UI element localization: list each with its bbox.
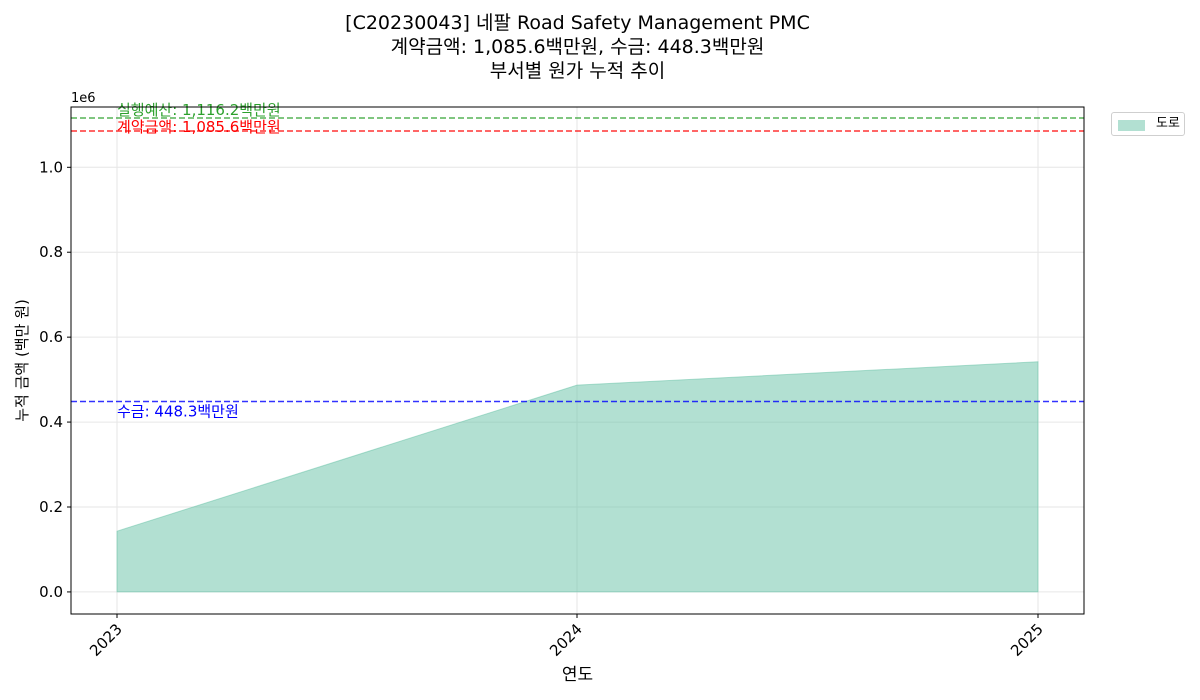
y-tick-label: 1.0 <box>39 158 63 176</box>
legend-swatch-road <box>1118 120 1145 131</box>
y-tick-label: 0.2 <box>39 498 63 516</box>
x-tick-label: 2025 <box>1007 620 1047 660</box>
chart-subtitle-trend: 부서별 원가 누적 추이 <box>489 60 666 82</box>
y-tick-label: 0.4 <box>39 413 63 431</box>
x-tick-label: 2024 <box>546 620 586 660</box>
legend: 도로 <box>1111 112 1185 136</box>
y-tick-label: 0.6 <box>39 328 63 346</box>
x-axis-label: 연도 <box>562 665 593 685</box>
y-scale-label: 1e6 <box>71 91 96 106</box>
legend-label-road: 도로 <box>1156 116 1180 131</box>
reference-line-label: 수금: 448.3백만원 <box>117 403 239 421</box>
reference-line-label: 실행예산: 1,116.2백만원 <box>117 101 281 119</box>
x-tick-label: 2023 <box>86 620 126 660</box>
reference-line-label: 계약금액: 1,085.6백만원 <box>117 118 281 136</box>
chart-title: [C20230043] 네팔 Road Safety Management PM… <box>345 12 810 34</box>
chart-subtitle-contract: 계약금액: 1,085.6백만원, 수금: 448.3백만원 <box>390 36 765 58</box>
area-series-road <box>116 361 1039 593</box>
y-axis-label: 누적 금액 (백만 원) <box>13 299 31 422</box>
y-tick-label: 0.0 <box>39 583 63 601</box>
y-tick-label: 0.8 <box>39 243 63 261</box>
